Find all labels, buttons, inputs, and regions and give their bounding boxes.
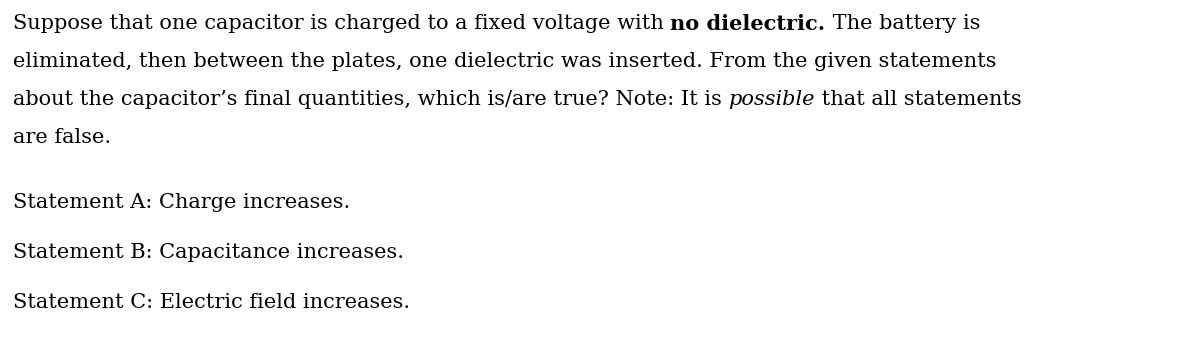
Text: that all statements: that all statements	[815, 90, 1021, 109]
Text: about the capacitor’s final quantities, which is/are true? Note: It is: about the capacitor’s final quantities, …	[13, 90, 728, 109]
Text: possible: possible	[728, 90, 815, 109]
Text: are false.: are false.	[13, 128, 112, 147]
Text: The battery is: The battery is	[826, 14, 980, 33]
Text: Statement A: Charge increases.: Statement A: Charge increases.	[13, 193, 350, 212]
Text: Suppose that one capacitor is charged to a fixed voltage with: Suppose that one capacitor is charged to…	[13, 14, 671, 33]
Text: Statement B: Capacitance increases.: Statement B: Capacitance increases.	[13, 243, 404, 262]
Text: no dielectric.: no dielectric.	[671, 14, 826, 34]
Text: Statement C: Electric field increases.: Statement C: Electric field increases.	[13, 293, 410, 312]
Text: eliminated, then between the plates, one dielectric was inserted. From the given: eliminated, then between the plates, one…	[13, 52, 996, 71]
